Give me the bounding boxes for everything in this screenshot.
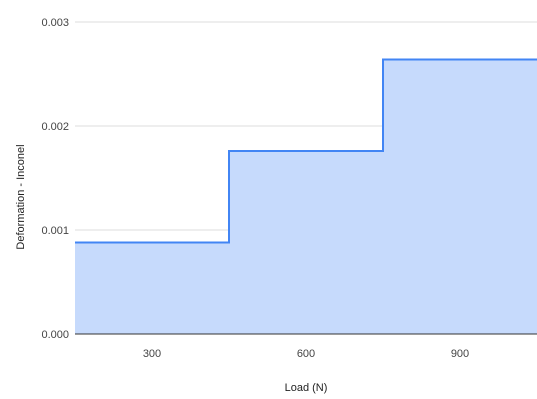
y-axis-ticks: 0.000 0.001 0.002 0.003 [41,17,69,341]
y-tick-label: 0.000 [41,329,69,341]
y-axis-title: Deformation - Inconel [15,144,27,249]
x-tick-label: 900 [451,348,469,360]
y-tick-label: 0.002 [41,121,69,133]
x-axis-ticks: 300 600 900 [143,348,469,360]
series-line [75,58,537,244]
x-axis-title: Load (N) [285,382,328,394]
x-tick-label: 300 [143,348,161,360]
y-tick-label: 0.001 [41,225,69,237]
x-tick-label: 600 [297,348,315,360]
y-tick-label: 0.003 [41,17,69,29]
data-area [75,58,537,335]
series-area-fill [75,59,537,334]
